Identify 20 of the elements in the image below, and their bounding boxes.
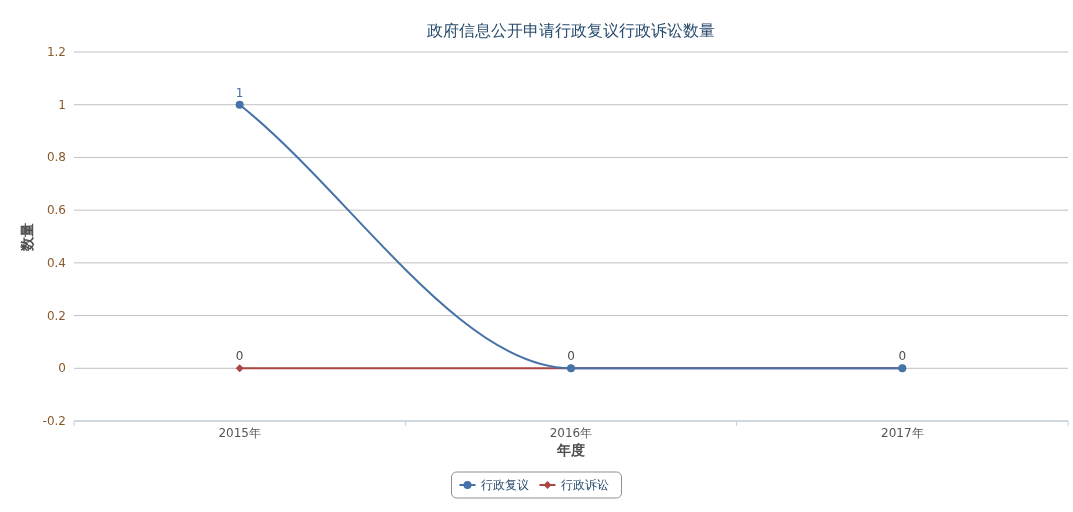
data-label: 0 <box>567 349 575 364</box>
y-tick-label: 0.4 <box>46 255 66 270</box>
y-tick-label: 0.8 <box>46 150 66 165</box>
x-tick-label: 2015年 <box>218 426 261 440</box>
y-tick-label: 0.6 <box>46 203 66 218</box>
y-tick-label: 0 <box>58 361 66 376</box>
y-tick-label: -0.2 <box>42 414 66 428</box>
x-tick-label: 2016年 <box>549 426 593 440</box>
legend-label: 行政复议 <box>480 478 529 492</box>
x-axis-title: 年度 <box>556 442 585 458</box>
y-axis-title: 数量 <box>19 222 35 252</box>
x-tick-label: 2017年 <box>881 426 924 440</box>
y-tick-label: 1 <box>58 97 66 112</box>
data-label: 1 <box>235 85 244 100</box>
y-tick-label: 1.2 <box>46 45 66 59</box>
data-label: 0 <box>235 349 244 364</box>
y-tick-label: 0.2 <box>46 308 66 323</box>
data-label: 0 <box>898 349 907 364</box>
legend-label: 行政诉讼 <box>560 478 609 492</box>
chart-title: 政府信息公开申请行政复议行政诉讼数量 <box>427 21 715 40</box>
